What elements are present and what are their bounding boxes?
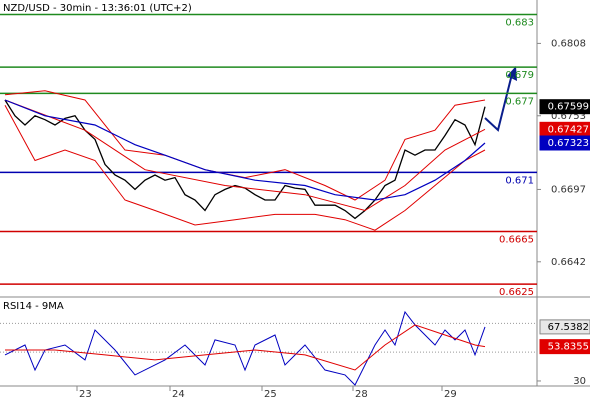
panel-title: RSI14 - 9MA (3, 301, 64, 312)
level-label: 0.6625 (499, 287, 534, 298)
series-line (4, 104, 486, 231)
price-tag-label: 0.67427 (548, 124, 589, 135)
level-label: 0.683 (505, 17, 534, 28)
y-tick-label: 30 (573, 376, 586, 387)
series-line (4, 90, 486, 201)
price-tag-label: 0.67599 (548, 102, 589, 113)
panel-title: NZD/USD - 30min - 13:36:01 (UTC+2) (3, 3, 192, 14)
level-label: 0.679 (505, 70, 534, 81)
price-tag-label: 67.5382 (548, 322, 589, 333)
y-tick-label: 0.6808 (551, 38, 586, 49)
series-line (4, 99, 486, 201)
x-tick-label: 29 (444, 389, 457, 400)
forecast-arrowhead (507, 66, 517, 81)
y-tick-label: 0.6642 (551, 257, 586, 268)
x-tick-label: 24 (172, 389, 185, 400)
series-line (4, 310, 486, 386)
x-tick-label: 28 (355, 389, 368, 400)
x-tick-label: 23 (79, 389, 92, 400)
level-label: 0.6665 (499, 235, 534, 246)
price-tag-label: 53.8355 (548, 342, 589, 353)
series-line (4, 99, 486, 212)
series-line (5, 324, 486, 371)
price-tag (539, 319, 590, 335)
price-tag (539, 339, 590, 355)
level-label: 0.677 (505, 96, 534, 107)
y-tick-label: 0.6697 (551, 184, 586, 195)
x-tick-label: 25 (264, 389, 277, 400)
price-tag-label: 0.67323 (548, 138, 589, 149)
price-tag (539, 135, 590, 151)
y-tick-label: 0.6753 (551, 111, 586, 122)
level-label: 0.671 (505, 175, 534, 186)
price-tag (539, 99, 590, 115)
